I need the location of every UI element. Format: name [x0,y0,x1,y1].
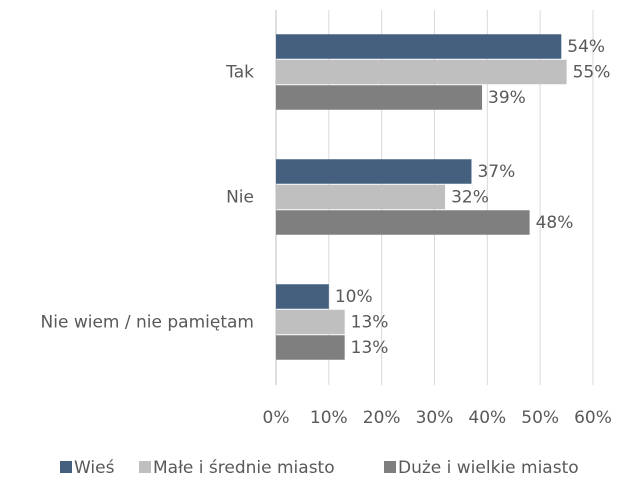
x-tick-label: 0% [263,408,290,428]
data-label: 32% [451,188,489,208]
bar [276,284,329,309]
y-tick-label: Nie wiem / nie pamiętam [41,313,254,333]
x-tick-label: 60% [574,408,612,428]
x-tick-label: 30% [416,408,454,428]
legend-swatch [60,461,72,473]
legend-label: Wieś [74,458,115,478]
y-tick-label: Tak [225,63,254,83]
x-tick-label: 50% [521,408,559,428]
x-tick-label: 20% [363,408,401,428]
data-label: 10% [335,287,373,307]
legend-label: Małe i średnie miasto [153,458,335,478]
y-tick-label: Nie [226,188,254,208]
data-label: 48% [536,213,574,233]
legend-label: Duże i wielkie miasto [398,458,579,478]
bar [276,335,345,360]
data-label: 54% [567,37,605,57]
data-label: 37% [477,162,515,182]
data-label: 13% [351,338,389,358]
bar [276,59,567,85]
bar [276,34,562,59]
bar [276,309,345,335]
x-tick-label: 10% [310,408,348,428]
bar [276,85,483,110]
data-label: 55% [573,63,611,83]
bar [276,159,472,184]
data-label: 13% [351,313,389,333]
data-label: 39% [488,88,526,108]
x-tick-label: 40% [468,408,506,428]
legend-swatch [384,461,396,473]
legend-swatch [139,461,151,473]
bar [276,210,530,235]
bar [276,184,446,210]
